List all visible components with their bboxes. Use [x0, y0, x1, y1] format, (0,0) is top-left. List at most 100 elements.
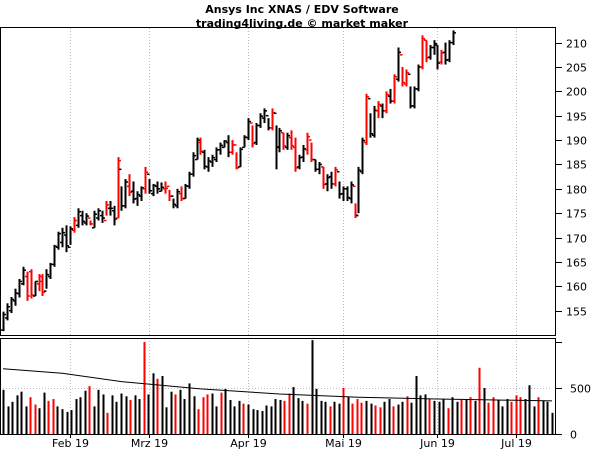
ohlc-bar: [384, 91, 389, 114]
volume-tick-label: 500: [570, 383, 591, 396]
ohlc-bar: [151, 183, 156, 197]
volume-tick-label: 0: [570, 429, 577, 442]
volume-average-line: [2, 368, 553, 402]
ohlc-bar: [29, 269, 34, 299]
ohlc-bar: [191, 152, 196, 177]
ohlc-bar: [360, 137, 365, 175]
price-panel-border: [0, 27, 556, 336]
ohlc-bar: [112, 205, 117, 226]
ohlc-bar: [80, 210, 85, 226]
price-tick-label: 170: [566, 233, 587, 246]
ohlc-bar: [230, 140, 235, 155]
ohlc-bar: [210, 154, 215, 167]
ohlc-bar: [171, 195, 176, 209]
ohlc-bar: [60, 227, 65, 248]
ohlc-bar: [416, 64, 421, 92]
chart-subtitle: trading4living.de © market maker: [196, 17, 409, 30]
price-tick-label: 180: [566, 184, 587, 197]
ohlc-bar: [321, 166, 326, 189]
ohlc-bar: [123, 179, 128, 209]
volume-axis: 0 500: [556, 342, 591, 442]
ohlc-bar: [396, 47, 401, 82]
ohlc-bar: [147, 173, 152, 194]
price-tick-label: 160: [566, 281, 587, 294]
ohlc-bar: [277, 127, 282, 153]
price-tick-label: 155: [566, 306, 587, 319]
ohlc-bar: [76, 208, 81, 228]
ohlc-bar: [222, 140, 227, 149]
ohlc-bar: [337, 171, 342, 199]
volume-panel-border: [0, 338, 556, 435]
ohlc-bar: [175, 188, 180, 209]
ohlc-bar: [435, 44, 440, 70]
ohlc-bar: [262, 108, 267, 124]
ohlc-bar: [289, 130, 294, 150]
ohlc-bar: [412, 86, 417, 109]
price-tick-label: 205: [566, 62, 587, 75]
price-panel: 155 160 165 170 175 180 185 190 195 200 205 210: [0, 27, 587, 336]
ohlc-bar: [40, 274, 45, 297]
ohlc-bar: [104, 200, 109, 222]
ohlc-bar: [163, 181, 168, 194]
ohlc-bar: [293, 137, 298, 172]
ohlc-bar: [451, 30, 456, 46]
x-tick-label: Mai 19: [325, 437, 362, 450]
price-bars: [1, 30, 456, 332]
ohlc-bar: [274, 112, 279, 170]
ohlc-bar: [116, 157, 121, 219]
ohlc-bar: [238, 147, 243, 168]
price-tick-label: 210: [566, 38, 587, 51]
ohlc-bar: [48, 262, 53, 279]
ohlc-bar: [143, 166, 148, 194]
ohlc-bar: [305, 132, 310, 155]
ohlc-bar: [64, 225, 69, 253]
ohlc-bar: [408, 73, 413, 109]
ohlc-bar: [432, 40, 437, 55]
ohlc-bar: [317, 162, 322, 175]
ohlc-bar: [96, 208, 101, 221]
ohlc-bar: [127, 174, 132, 197]
ohlc-bar: [400, 54, 405, 87]
ohlc-bar: [270, 108, 275, 131]
ohlc-bar: [1, 311, 6, 332]
ohlc-bar: [392, 74, 397, 104]
ohlc-bar: [37, 274, 42, 292]
x-tick-label: Jul 19: [500, 437, 532, 450]
ohlc-bar: [333, 166, 338, 187]
price-tick-label: 195: [566, 111, 587, 124]
ohlc-bar: [52, 244, 57, 267]
ohlc-bar: [404, 69, 409, 87]
ohlc-bar: [100, 210, 105, 223]
time-axis: Feb 19 Mrz 19 Apr 19 Mai 19 Jun 19 Jul 19: [52, 434, 532, 450]
price-tick-label: 200: [566, 86, 587, 99]
ohlc-bar: [198, 137, 203, 155]
volume-panel: 0 500: [0, 338, 591, 442]
ohlc-bar: [9, 296, 14, 314]
ohlc-bar: [72, 217, 77, 233]
ohlc-bar: [424, 39, 429, 63]
ohlc-bar: [135, 191, 140, 206]
ohlc-bar: [447, 40, 452, 63]
ohlc-bar: [258, 113, 263, 128]
ohlc-bar: [246, 118, 251, 141]
ohlc-bar: [139, 186, 144, 201]
volume-grid: [3, 338, 552, 434]
ohlc-bar: [349, 181, 354, 204]
ohlc-bar: [17, 278, 22, 298]
ohlc-bar: [325, 174, 330, 192]
ohlc-bar: [356, 166, 361, 217]
ohlc-bar: [309, 139, 314, 163]
x-tick-label: Feb 19: [52, 437, 89, 450]
ohlc-bar: [33, 280, 38, 297]
ohlc-bar: [159, 182, 164, 192]
ohlc-bar: [226, 135, 231, 158]
ohlc-bar: [119, 168, 124, 211]
ohlc-bar: [301, 144, 306, 163]
price-grid: [70, 28, 517, 335]
price-tick-label: 185: [566, 159, 587, 172]
ohlc-bar: [155, 181, 160, 194]
ohlc-bar: [108, 200, 113, 216]
ohlc-bar: [420, 35, 425, 70]
